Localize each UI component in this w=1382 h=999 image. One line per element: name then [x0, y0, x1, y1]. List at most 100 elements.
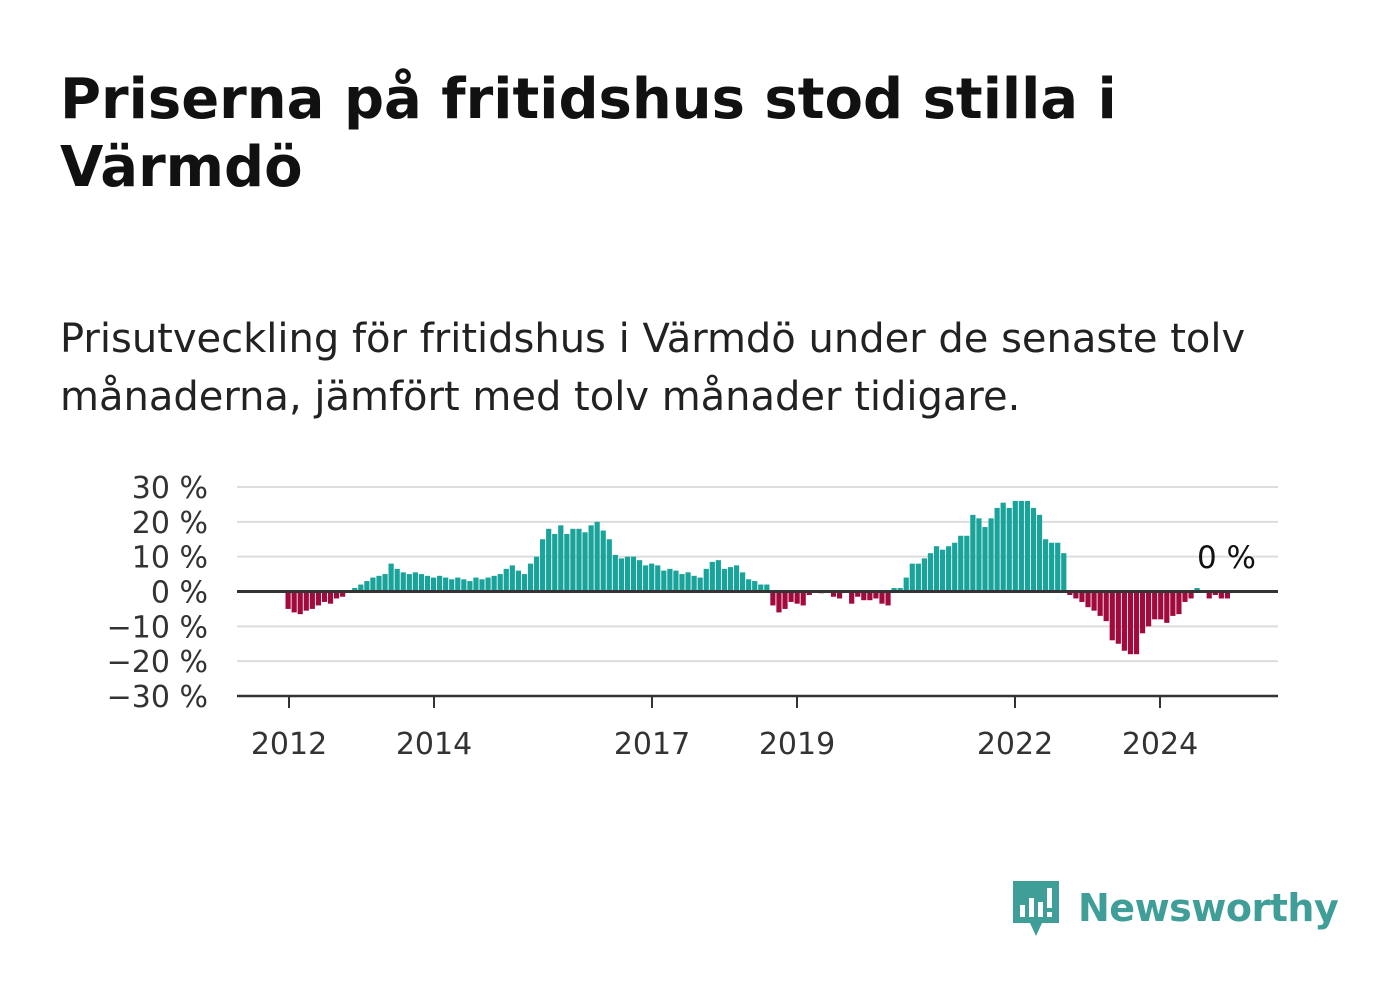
bar [582, 532, 588, 592]
bar [1043, 539, 1049, 592]
y-tick-label: 30 % [132, 471, 208, 506]
bar [340, 591, 346, 597]
bar [546, 528, 552, 592]
bar [443, 577, 449, 592]
bar [527, 563, 534, 592]
bar [873, 591, 879, 599]
bar [970, 514, 976, 592]
gridlines [237, 486, 1278, 663]
bar [891, 588, 897, 592]
x-tick-label: 2024 [1122, 727, 1198, 762]
bar [1115, 591, 1121, 644]
bar [467, 581, 473, 592]
bar [679, 574, 685, 592]
bar [1182, 591, 1188, 602]
bar [1079, 591, 1085, 602]
y-tick-label: −30 % [107, 680, 208, 715]
bar [540, 539, 546, 592]
bar [849, 591, 855, 604]
newsworthy-logo: Newsworthy [1010, 878, 1339, 938]
bar [976, 518, 982, 592]
bar [412, 572, 418, 592]
bar [1152, 591, 1158, 620]
bar [994, 507, 1000, 592]
bar [1085, 591, 1091, 608]
bar [794, 591, 800, 604]
axis-labels: 30 %20 %10 %0 %−10 %−20 %−30 %2012 2014 20… [107, 471, 1256, 762]
bar [1012, 500, 1018, 592]
bar [933, 546, 940, 592]
bar [1073, 591, 1079, 599]
bar [333, 591, 340, 599]
y-tick-label: 10 % [132, 541, 208, 576]
bar [1055, 542, 1061, 592]
bar [297, 591, 303, 615]
bar [309, 591, 315, 609]
bar [594, 521, 600, 592]
bar [449, 579, 455, 592]
bar [673, 570, 679, 592]
bar [988, 518, 994, 592]
bar [461, 579, 467, 592]
bar [424, 575, 431, 592]
bar [352, 588, 358, 592]
bar [1000, 502, 1006, 592]
bar [740, 572, 746, 592]
bar [927, 553, 934, 592]
bar [1164, 591, 1170, 623]
bar [533, 556, 540, 592]
bar [939, 549, 946, 592]
bar [697, 577, 703, 592]
bar [430, 577, 437, 592]
bar [624, 556, 631, 592]
bar [1109, 591, 1115, 641]
bar [691, 575, 697, 592]
bar [721, 568, 728, 592]
bar [897, 588, 903, 592]
bar [576, 528, 582, 592]
bar [394, 568, 400, 592]
bar [782, 591, 788, 609]
bar [497, 574, 503, 592]
bar [406, 574, 412, 592]
bar [685, 572, 691, 592]
chart-subtitle: Prisutveckling för fritidshus i Värmdö u… [60, 316, 1246, 420]
bar [1036, 514, 1043, 592]
bar [418, 574, 425, 592]
bar [1018, 500, 1024, 592]
bar [1176, 591, 1182, 615]
bar [982, 527, 988, 592]
bar [1194, 588, 1200, 592]
bar [752, 581, 758, 592]
bar [503, 568, 509, 592]
bar [1133, 591, 1140, 655]
bar [636, 560, 643, 592]
bar [303, 591, 309, 611]
bar [727, 567, 734, 592]
bar [618, 558, 624, 592]
bar [630, 556, 637, 592]
bar [509, 565, 515, 592]
bar [903, 577, 909, 592]
x-tick-label: 2019 [759, 727, 835, 762]
bar-chart: 30 %20 %10 %0 %−10 %−20 %−30 %2012 2014 20… [107, 471, 1278, 762]
bar [437, 575, 443, 592]
bar [1127, 591, 1134, 655]
bar [558, 525, 564, 592]
brand-name: Newsworthy [1078, 886, 1339, 930]
bar [1024, 500, 1031, 592]
bar [521, 574, 528, 592]
bar [1158, 591, 1164, 620]
x-tick-label: 2022 [977, 727, 1053, 762]
y-tick-label: −10 % [107, 610, 208, 645]
bar [715, 560, 721, 592]
bar [1224, 591, 1230, 599]
bar [491, 575, 497, 592]
newsworthy-logo-icon [1013, 881, 1059, 936]
bar [473, 577, 479, 592]
bar [921, 558, 927, 592]
bar [1091, 591, 1097, 611]
bar [909, 563, 915, 592]
bar [370, 577, 376, 592]
bar [1061, 553, 1067, 592]
